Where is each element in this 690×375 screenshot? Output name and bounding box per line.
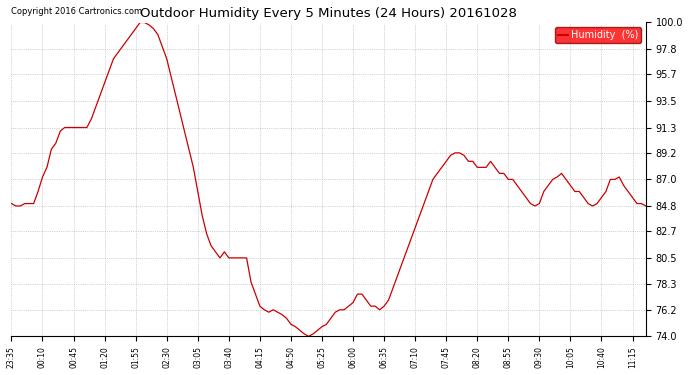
- Title: Outdoor Humidity Every 5 Minutes (24 Hours) 20161028: Outdoor Humidity Every 5 Minutes (24 Hou…: [140, 7, 517, 20]
- Legend: Humidity  (%): Humidity (%): [555, 27, 641, 43]
- Text: Copyright 2016 Cartronics.com: Copyright 2016 Cartronics.com: [12, 7, 143, 16]
